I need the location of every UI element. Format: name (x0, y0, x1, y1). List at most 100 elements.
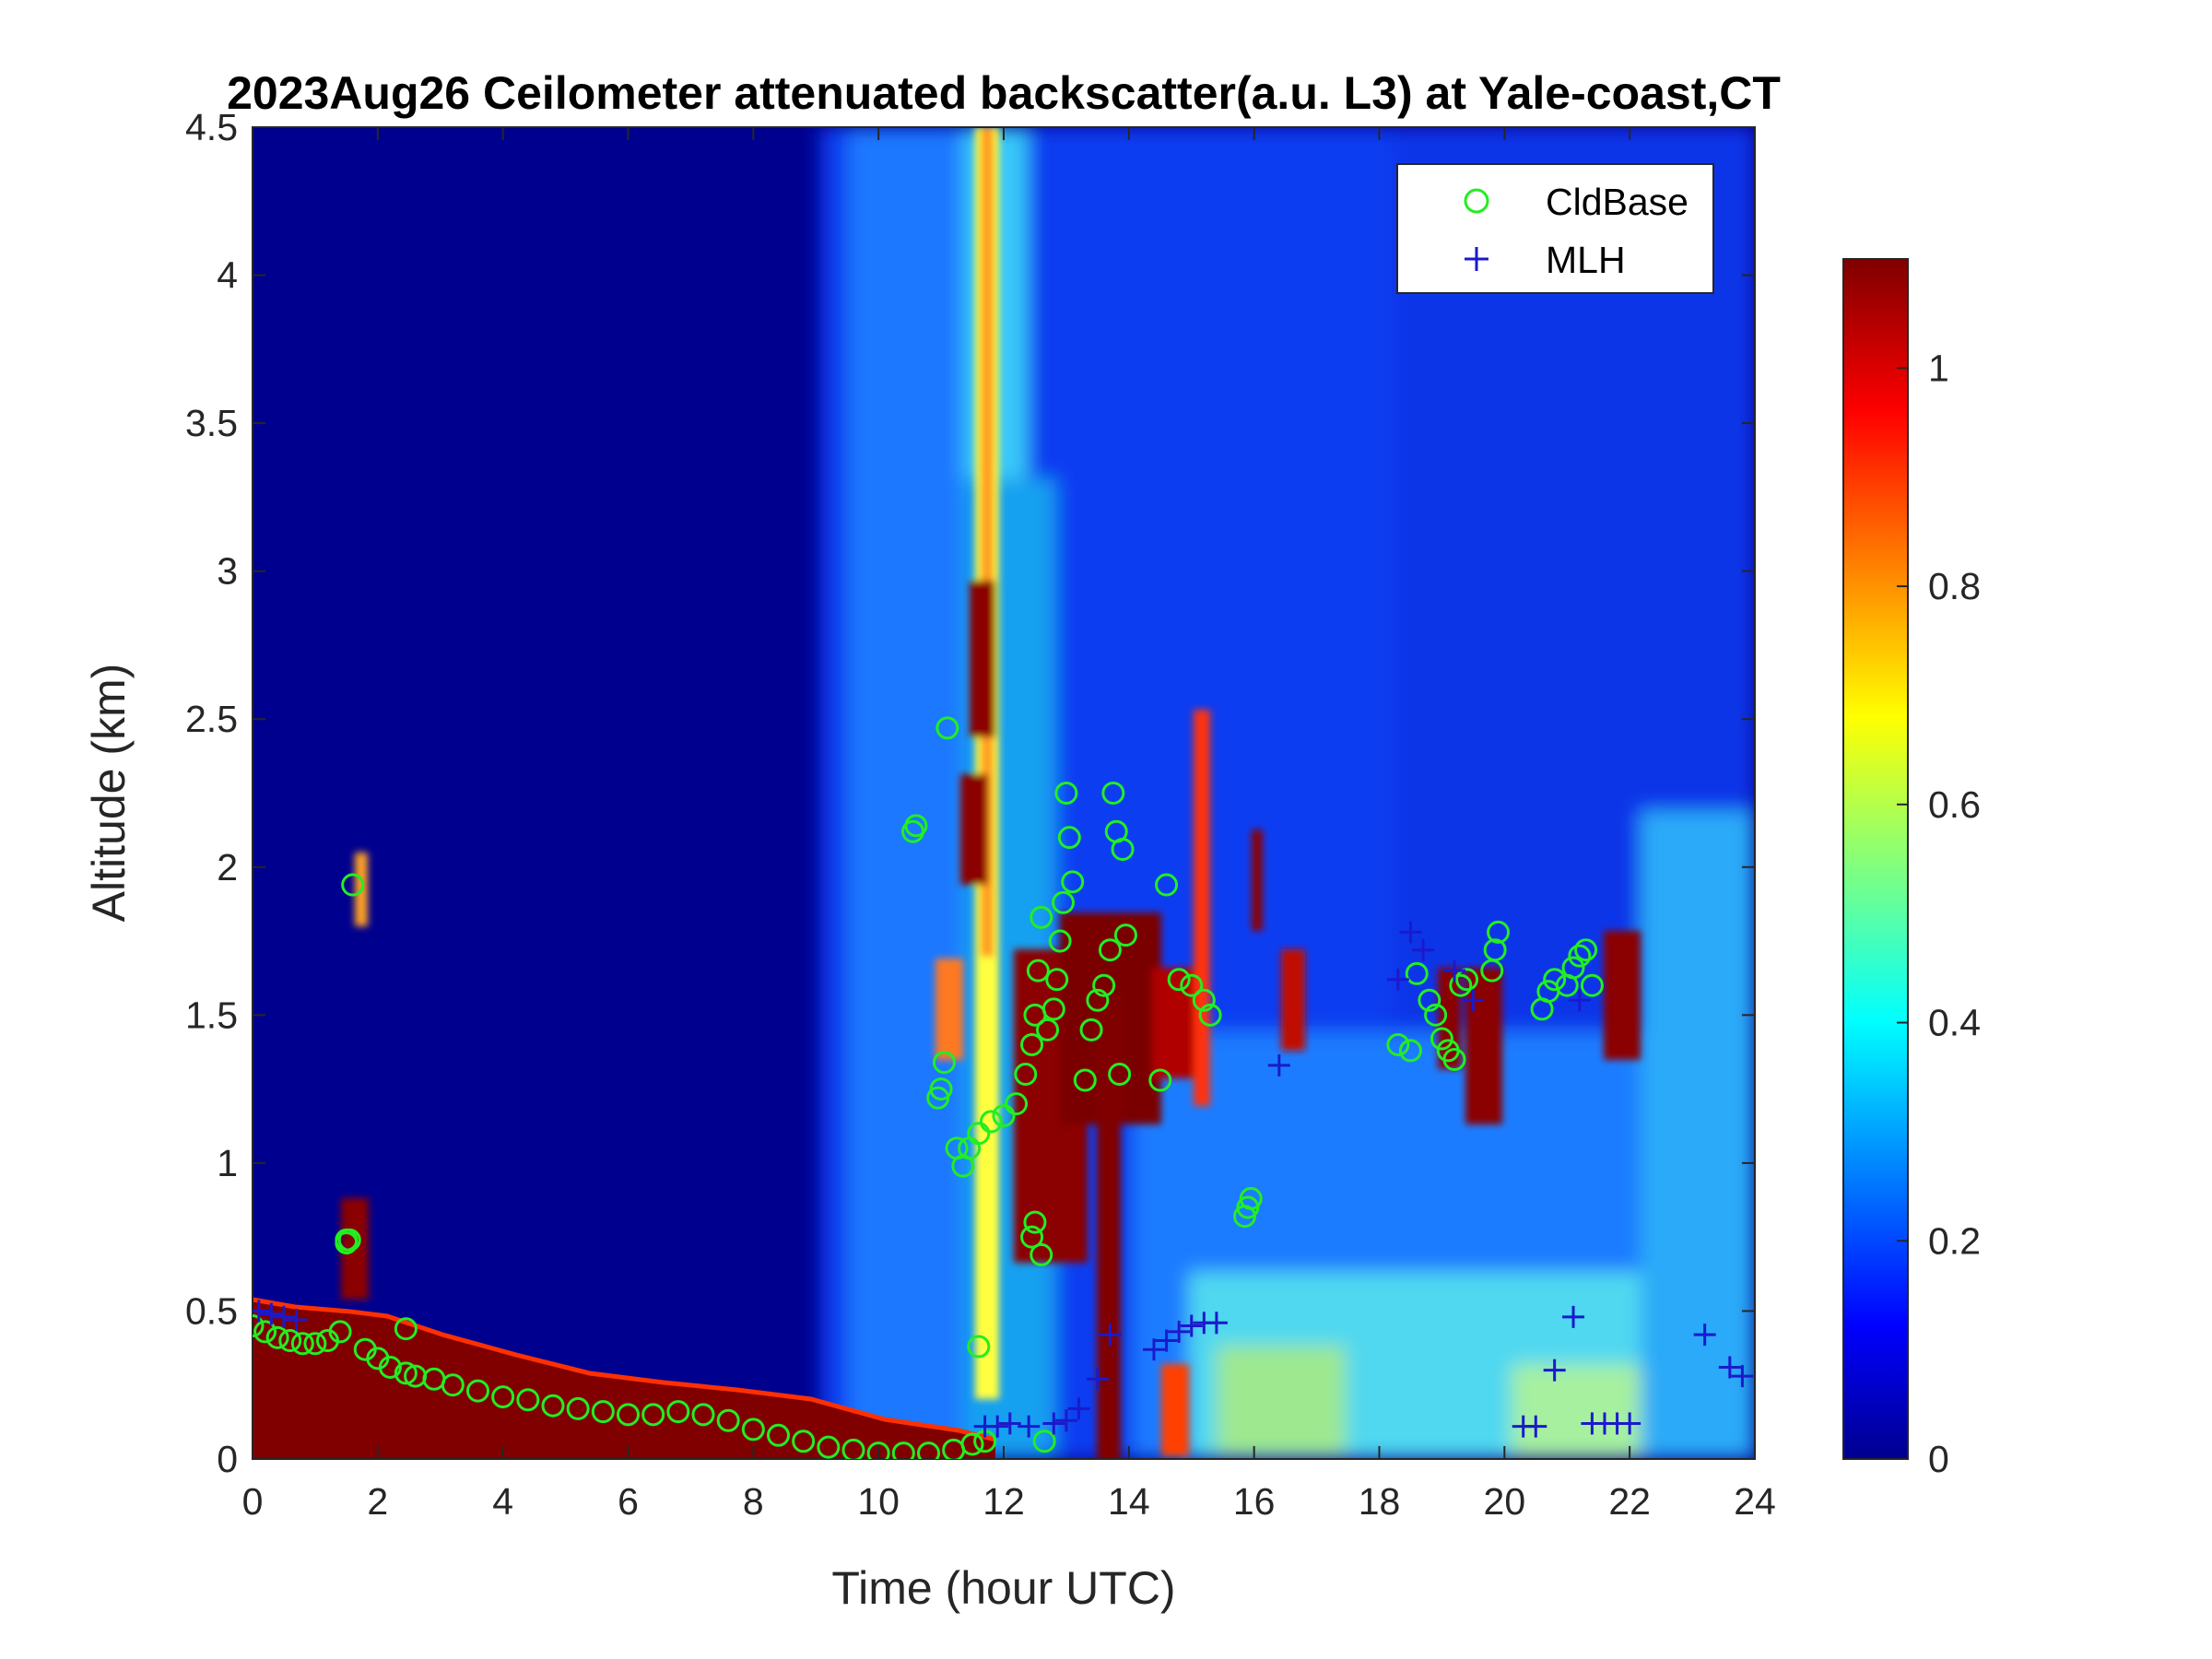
cldbase-point (1561, 956, 1585, 980)
cldbase-point (278, 1329, 302, 1353)
x-tick-label: 10 (857, 1480, 900, 1523)
cldbase-point (1041, 997, 1065, 1021)
cldbase-point (1198, 1003, 1222, 1027)
marker-layer (253, 716, 1754, 1459)
cldbase-point (641, 1403, 665, 1427)
cldbase-point (1014, 1063, 1038, 1087)
cldbase-point (1005, 1092, 1029, 1116)
colorbar-tick-label: 0.2 (1928, 1219, 1981, 1262)
cldbase-point (1574, 938, 1598, 962)
cldbase-point (992, 1104, 1016, 1128)
cldbase-point (666, 1400, 690, 1424)
x-tick-label: 6 (618, 1480, 639, 1523)
cldbase-point (935, 716, 959, 740)
cldbase-point (1239, 1186, 1263, 1210)
colorbar-gradient (1842, 258, 1909, 1460)
cldbase-point (1487, 920, 1511, 944)
x-tick-label: 2 (367, 1480, 388, 1523)
x-tick-label: 18 (1359, 1480, 1401, 1523)
mlh-point (1386, 968, 1409, 991)
x-tick-label: 0 (242, 1480, 264, 1523)
cldbase-point (960, 1432, 984, 1456)
x-tick-label: 20 (1484, 1480, 1526, 1523)
y-tick-label: 2 (217, 846, 238, 888)
cldbase-point (491, 1385, 515, 1409)
y-tick-label: 4 (217, 254, 238, 297)
cldbase-point (904, 814, 928, 838)
cldbase-point (741, 1418, 765, 1441)
cldbase-point (290, 1332, 314, 1356)
x-tick-label: 24 (1734, 1480, 1776, 1523)
cldbase-point (335, 1228, 359, 1252)
cldbase-point (1020, 1225, 1044, 1249)
x-tick-label: 8 (743, 1480, 764, 1523)
mlh-point (260, 1302, 283, 1325)
y-axis-label: Altitude (km) (83, 664, 135, 923)
cldbase-point (617, 1403, 640, 1427)
cldbase-point (541, 1394, 565, 1418)
cldbase-point (817, 1435, 841, 1459)
cldbase-point (1580, 973, 1604, 997)
colorbar-tick-label: 1 (1928, 347, 1949, 389)
cldbase-point (866, 1441, 890, 1459)
cldbase-point (1026, 959, 1050, 982)
series-mlh (253, 921, 1754, 1438)
mlh-point (1618, 1412, 1641, 1435)
mlh-point (1042, 1412, 1065, 1435)
mlh-point (1018, 1415, 1041, 1438)
cldbase-point (394, 1361, 418, 1385)
cldbase-point (1098, 938, 1122, 962)
mlh-point (1412, 938, 1435, 961)
cldbase-point (1045, 968, 1069, 992)
x-tick-label: 22 (1608, 1480, 1651, 1523)
cldbase-point (691, 1403, 715, 1427)
cldbase-point (1167, 968, 1191, 992)
colorbar-tick-label: 0.6 (1928, 783, 1981, 826)
x-axis: 0 2 4 6 8 10 12 14 16 18 20 22 24 (242, 127, 1776, 1523)
cldbase-point (1483, 938, 1507, 962)
cldbase-point (566, 1396, 590, 1420)
y-tick-label: 2.5 (185, 698, 238, 740)
mlh-point (1731, 1365, 1754, 1388)
x-tick-label: 14 (1108, 1480, 1150, 1523)
cldbase-point (932, 1051, 956, 1075)
cldbase-point (1430, 1027, 1453, 1051)
legend-mlh-marker (1465, 247, 1488, 271)
cldbase-point (1023, 1210, 1047, 1234)
y-tick-label: 4.5 (185, 106, 238, 148)
mlh-point (1524, 1415, 1547, 1438)
cldbase-point (767, 1423, 790, 1447)
mlh-point (1099, 1324, 1122, 1347)
legend-cldbase-label: CldBase (1546, 181, 1688, 223)
cldbase-point (1052, 890, 1076, 914)
cldbase-point (1020, 1032, 1044, 1056)
cldbase-point (1424, 1003, 1448, 1027)
cldbase-point (716, 1408, 740, 1432)
y-tick-label: 0 (217, 1438, 238, 1480)
cldbase-point (1079, 1018, 1103, 1041)
mlh-point (1543, 1359, 1566, 1382)
mlh-point (1568, 989, 1591, 1012)
mlh-point (1143, 1338, 1165, 1361)
colorbar: 0 0.2 0.4 0.6 0.8 1 (1842, 258, 1981, 1480)
cldbase-point (1398, 1039, 1422, 1063)
cldbase-point (328, 1320, 352, 1344)
y-tick-label: 0.5 (185, 1289, 238, 1332)
legend-box (1396, 163, 1714, 294)
series-cldbase (253, 716, 1604, 1459)
cldbase-point (1073, 1068, 1097, 1092)
mlh-point (1399, 921, 1422, 944)
cldbase-point (1442, 1048, 1466, 1071)
cldbase-point (378, 1355, 402, 1379)
cldbase-point (929, 1077, 953, 1101)
cldbase-point (265, 1325, 289, 1349)
backscatter-field (253, 127, 1755, 1459)
cldbase-point (1030, 1242, 1053, 1266)
cldbase-point (917, 1441, 940, 1459)
colorbar-tick-label: 0.8 (1928, 565, 1981, 607)
cldbase-point (1048, 929, 1072, 953)
mlh-point (1562, 1305, 1585, 1328)
mlh-point (253, 1300, 270, 1323)
cldbase-point (591, 1400, 615, 1424)
